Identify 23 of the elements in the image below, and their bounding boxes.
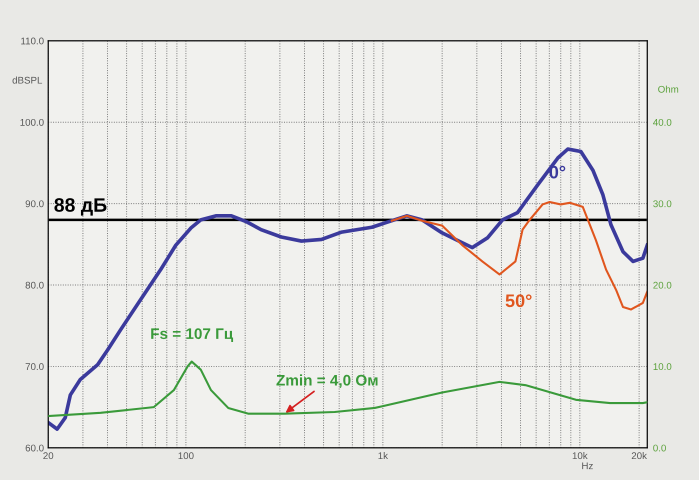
annotation: Zmin = 4,0 Ом bbox=[276, 374, 378, 388]
x-tick-label: 100 bbox=[178, 452, 194, 460]
x-axis-title: Hz bbox=[582, 462, 593, 470]
y2-tick-label: 30.0 bbox=[653, 200, 672, 208]
y-tick-label: 70.0 bbox=[26, 363, 44, 370]
y2-tick-label: 20.0 bbox=[653, 282, 672, 289]
ref-line-label: 88 дБ bbox=[54, 198, 106, 216]
x-tick-label: 20 bbox=[43, 452, 54, 460]
x-tick-label: 1k bbox=[378, 452, 388, 460]
x-tick-label: 10k bbox=[572, 452, 588, 460]
y-tick-label: 80.0 bbox=[26, 282, 44, 289]
y2-tick-label: 10.0 bbox=[654, 363, 672, 370]
y2-axis-title: Ohm bbox=[658, 86, 678, 93]
y-tick-label: 100.0 bbox=[20, 118, 44, 126]
y-axis-title: dBSPL bbox=[12, 76, 42, 84]
y-tick-label: 110.0 bbox=[21, 38, 44, 44]
y2-tick-label: 40.0 bbox=[653, 118, 672, 126]
series-label: 50° bbox=[506, 294, 532, 308]
annotation: Fs = 107 Гц bbox=[151, 328, 234, 342]
y-tick-label: 60.0 bbox=[26, 444, 44, 452]
x-tick-label: 20k bbox=[632, 452, 647, 460]
y-tick-label: 90.0 bbox=[26, 200, 44, 208]
y2-tick-label: 0.0 bbox=[653, 444, 666, 452]
